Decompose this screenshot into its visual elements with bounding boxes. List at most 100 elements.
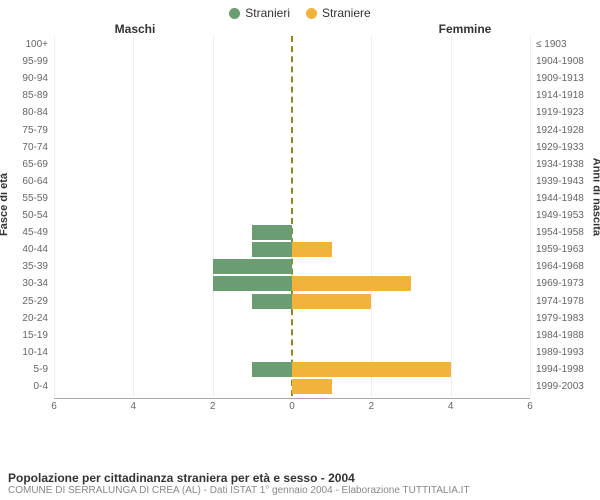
age-label: 25-29 bbox=[0, 293, 52, 310]
age-label: 90-94 bbox=[0, 70, 52, 87]
data-row bbox=[54, 258, 530, 275]
age-label: 30-34 bbox=[0, 275, 52, 292]
age-label: 70-74 bbox=[0, 139, 52, 156]
data-row bbox=[54, 207, 530, 224]
birth-year-label: 1924-1928 bbox=[532, 122, 600, 139]
birth-year-label: 1919-1923 bbox=[532, 104, 600, 121]
age-label: 75-79 bbox=[0, 122, 52, 139]
chart-container: Stranieri Straniere Maschi Femmine Fasce… bbox=[0, 0, 600, 500]
age-label: 5-9 bbox=[0, 361, 52, 378]
age-label: 65-69 bbox=[0, 156, 52, 173]
birth-year-label: 1934-1938 bbox=[532, 156, 600, 173]
birth-year-label: 1939-1943 bbox=[532, 173, 600, 190]
data-row bbox=[54, 53, 530, 70]
age-label: 100+ bbox=[0, 36, 52, 53]
bar-male bbox=[252, 242, 292, 257]
age-label: 50-54 bbox=[0, 207, 52, 224]
age-label: 15-19 bbox=[0, 327, 52, 344]
birth-year-label: 1929-1933 bbox=[532, 139, 600, 156]
x-tick: 2 bbox=[369, 401, 375, 412]
x-axis: 6 4 2 0 2 4 6 bbox=[54, 398, 530, 414]
chart-subtitle: COMUNE DI SERRALUNGA DI CREA (AL) - Dati… bbox=[8, 485, 592, 496]
data-row bbox=[54, 310, 530, 327]
bar-female bbox=[292, 242, 332, 257]
legend-item-female: Straniere bbox=[306, 6, 371, 20]
birth-year-label: 1949-1953 bbox=[532, 207, 600, 224]
age-label: 80-84 bbox=[0, 104, 52, 121]
data-row bbox=[54, 224, 530, 241]
bar-female bbox=[292, 379, 332, 394]
data-row bbox=[54, 378, 530, 395]
birth-year-label: 1904-1908 bbox=[532, 53, 600, 70]
age-label: 85-89 bbox=[0, 87, 52, 104]
data-row bbox=[54, 36, 530, 53]
bar-male bbox=[252, 362, 292, 377]
data-row bbox=[54, 241, 530, 258]
column-headers: Maschi Femmine bbox=[0, 22, 600, 36]
data-row bbox=[54, 293, 530, 310]
age-label: 55-59 bbox=[0, 190, 52, 207]
age-label: 95-99 bbox=[0, 53, 52, 70]
birth-year-label: 1994-1998 bbox=[532, 361, 600, 378]
data-row bbox=[54, 361, 530, 378]
age-label: 45-49 bbox=[0, 224, 52, 241]
birth-year-label: 1984-1988 bbox=[532, 327, 600, 344]
data-row bbox=[54, 327, 530, 344]
birth-year-label: 1959-1963 bbox=[532, 241, 600, 258]
legend-swatch-male bbox=[229, 8, 240, 19]
bar-male bbox=[213, 259, 292, 274]
x-tick: 4 bbox=[131, 401, 137, 412]
bar-female bbox=[292, 276, 411, 291]
birth-year-label: 1914-1918 bbox=[532, 87, 600, 104]
bar-female bbox=[292, 294, 371, 309]
x-axis-line bbox=[54, 398, 530, 399]
birth-year-label: 1964-1968 bbox=[532, 258, 600, 275]
chart-area: Fasce di età Anni di nascita 100+95-9990… bbox=[0, 36, 600, 436]
x-tick: 6 bbox=[527, 401, 533, 412]
header-male: Maschi bbox=[0, 22, 300, 36]
age-label: 35-39 bbox=[0, 258, 52, 275]
bar-female bbox=[292, 362, 451, 377]
x-tick: 6 bbox=[51, 401, 57, 412]
age-label: 10-14 bbox=[0, 344, 52, 361]
titles: Popolazione per cittadinanza straniera p… bbox=[8, 471, 592, 496]
birth-year-label: 1974-1978 bbox=[532, 293, 600, 310]
legend-label-male: Stranieri bbox=[245, 6, 290, 20]
y-labels-left: 100+95-9990-9485-8980-8475-7970-7465-696… bbox=[0, 36, 52, 396]
data-row bbox=[54, 122, 530, 139]
birth-year-label: ≤ 1903 bbox=[532, 36, 600, 53]
age-label: 40-44 bbox=[0, 241, 52, 258]
chart-title: Popolazione per cittadinanza straniera p… bbox=[8, 471, 592, 485]
header-female: Femmine bbox=[300, 22, 600, 36]
data-row bbox=[54, 139, 530, 156]
data-row bbox=[54, 156, 530, 173]
bar-male bbox=[213, 276, 292, 291]
data-row bbox=[54, 190, 530, 207]
data-row bbox=[54, 275, 530, 292]
age-label: 60-64 bbox=[0, 173, 52, 190]
age-label: 20-24 bbox=[0, 310, 52, 327]
birth-year-label: 1999-2003 bbox=[532, 378, 600, 395]
x-tick: 0 bbox=[289, 401, 295, 412]
age-label: 0-4 bbox=[0, 378, 52, 395]
data-row bbox=[54, 173, 530, 190]
data-row bbox=[54, 70, 530, 87]
legend-label-female: Straniere bbox=[322, 6, 371, 20]
legend-item-male: Stranieri bbox=[229, 6, 290, 20]
data-row bbox=[54, 104, 530, 121]
x-tick: 4 bbox=[448, 401, 454, 412]
y-labels-right: ≤ 19031904-19081909-19131914-19181919-19… bbox=[532, 36, 600, 396]
grid-line bbox=[530, 36, 531, 396]
birth-year-label: 1909-1913 bbox=[532, 70, 600, 87]
birth-year-label: 1979-1983 bbox=[532, 310, 600, 327]
plot bbox=[54, 36, 530, 396]
data-row bbox=[54, 87, 530, 104]
birth-year-label: 1944-1948 bbox=[532, 190, 600, 207]
legend: Stranieri Straniere bbox=[0, 0, 600, 22]
data-row bbox=[54, 344, 530, 361]
legend-swatch-female bbox=[306, 8, 317, 19]
bar-male bbox=[252, 225, 292, 240]
birth-year-label: 1969-1973 bbox=[532, 275, 600, 292]
birth-year-label: 1954-1958 bbox=[532, 224, 600, 241]
x-tick: 2 bbox=[210, 401, 216, 412]
